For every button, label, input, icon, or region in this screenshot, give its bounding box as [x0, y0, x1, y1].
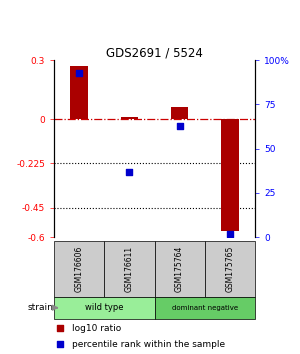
Point — [77, 70, 82, 75]
Bar — [54, 297, 154, 319]
Point — [58, 341, 62, 347]
Point — [227, 231, 232, 236]
Title: GDS2691 / 5524: GDS2691 / 5524 — [106, 46, 203, 59]
Bar — [54, 241, 104, 297]
Bar — [104, 241, 154, 297]
Text: GSM176606: GSM176606 — [75, 246, 84, 292]
Text: GSM175765: GSM175765 — [225, 246, 234, 292]
Text: GSM175764: GSM175764 — [175, 246, 184, 292]
Bar — [70, 66, 88, 119]
Bar — [121, 117, 138, 119]
Text: percentile rank within the sample: percentile rank within the sample — [72, 340, 225, 349]
Point — [177, 123, 182, 129]
Text: GSM176611: GSM176611 — [125, 246, 134, 292]
Bar — [154, 241, 205, 297]
Text: log10 ratio: log10 ratio — [72, 324, 121, 333]
Bar — [205, 241, 255, 297]
Point — [58, 326, 62, 331]
Text: dominant negative: dominant negative — [172, 305, 238, 311]
Text: wild type: wild type — [85, 303, 124, 312]
Bar — [171, 107, 188, 119]
Point — [127, 169, 132, 175]
Bar — [221, 119, 239, 231]
Bar — [154, 297, 255, 319]
Text: strain: strain — [27, 303, 53, 312]
